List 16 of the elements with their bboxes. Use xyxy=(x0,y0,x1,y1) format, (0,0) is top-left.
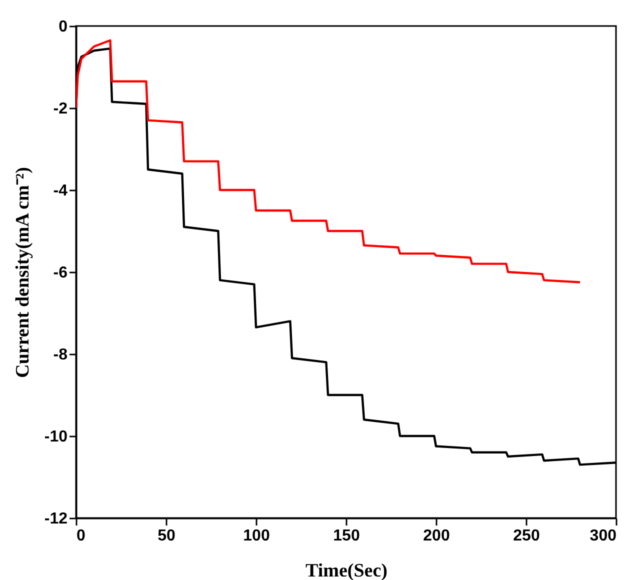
x-tick-label: 200 xyxy=(423,528,450,544)
x-tick-label: 0 xyxy=(76,528,86,544)
x-tick-label: 100 xyxy=(243,528,270,544)
y-tick-label: -4 xyxy=(53,182,68,200)
y-axis-title: Current density(mA cm⁻²) xyxy=(12,167,34,378)
y-tick-label: -2 xyxy=(53,100,68,118)
y-tick-label: -12 xyxy=(44,510,68,528)
x-tick-label: 250 xyxy=(513,528,540,544)
y-tick-label: -6 xyxy=(53,264,68,282)
x-tick-label: 300 xyxy=(590,528,617,544)
y-tick-label: -8 xyxy=(53,346,68,364)
line-series xyxy=(76,39,582,284)
y-tick-label: 0 xyxy=(58,18,68,36)
x-tick-label: 50 xyxy=(158,528,176,544)
y-tick-label: -10 xyxy=(44,428,68,446)
x-tick-label: 150 xyxy=(333,528,360,544)
